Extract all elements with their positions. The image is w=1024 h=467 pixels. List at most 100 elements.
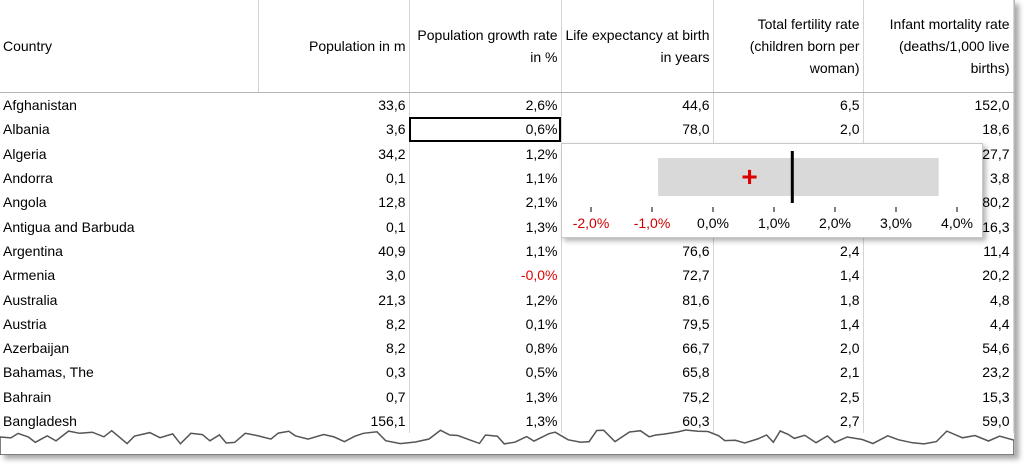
cell-population[interactable]: 12,8 xyxy=(258,190,410,215)
torn-paper-edge xyxy=(0,429,1014,455)
cell-growth-rate[interactable]: 0,5% xyxy=(409,360,562,385)
cell-population[interactable]: 3,0 xyxy=(258,263,410,288)
cell-fertility-rate[interactable]: 2,5 xyxy=(713,384,864,409)
cell-country[interactable]: Bahrain xyxy=(3,388,52,405)
cell-population[interactable]: 21,3 xyxy=(258,287,410,312)
tick-label: -2,0% xyxy=(573,215,610,231)
col-header-infant-mortality[interactable]: Infant mortality rate (deaths/1,000 live… xyxy=(863,0,1014,93)
cell-growth-rate[interactable]: -0,0% xyxy=(409,263,562,288)
cell-life-expectancy[interactable]: 44,6 xyxy=(561,92,714,118)
table-row: Bahrain 0,7 1,3% 75,2 2,5 15,3 xyxy=(0,384,1014,409)
cell-country[interactable]: Andorra xyxy=(3,170,53,187)
cell-infant-mortality[interactable]: 11,4 xyxy=(863,238,1014,264)
cell-fertility-rate[interactable]: 1,8 xyxy=(713,287,864,312)
tick-label: 3,0% xyxy=(880,215,912,231)
range-band xyxy=(658,158,939,196)
current-value-plus: + xyxy=(741,161,757,192)
cell-growth-rate[interactable]: 1,1% xyxy=(409,238,562,264)
col-header-country[interactable]: Country xyxy=(0,0,259,93)
cell-life-expectancy[interactable]: 78,0 xyxy=(561,117,714,142)
col-header-population[interactable]: Population in m xyxy=(258,0,410,93)
cell-infant-mortality[interactable]: 20,2 xyxy=(863,263,1014,288)
cell-growth-rate[interactable]: 1,3% xyxy=(409,408,562,434)
cell-infant-mortality[interactable]: 152,0 xyxy=(863,92,1014,118)
cell-country[interactable]: Angola xyxy=(3,194,47,211)
cell-country[interactable]: Argentina xyxy=(3,242,63,259)
cell-population[interactable]: 34,2 xyxy=(258,141,410,166)
cell-growth-rate[interactable]: 0,6% xyxy=(409,117,562,142)
cell-population[interactable]: 8,2 xyxy=(258,335,410,361)
cell-infant-mortality[interactable]: 4,8 xyxy=(863,287,1014,312)
cell-population[interactable]: 0,1 xyxy=(258,165,410,191)
tick-label: -1,0% xyxy=(634,215,671,231)
tick-label: 4,0% xyxy=(941,215,973,231)
spreadsheet: Country Population in m Population growt… xyxy=(0,0,1015,455)
cell-country[interactable]: Bangladesh xyxy=(3,413,77,429)
cell-growth-rate[interactable]: 1,1% xyxy=(409,165,562,191)
cell-fertility-rate[interactable]: 2,0 xyxy=(713,335,864,361)
cell-country[interactable]: Austria xyxy=(3,315,47,332)
cell-fertility-rate[interactable]: 1,4 xyxy=(713,311,864,336)
cell-fertility-rate[interactable]: 1,4 xyxy=(713,263,864,288)
col-header-growth-rate[interactable]: Population growth rate in % xyxy=(409,0,562,93)
cell-infant-mortality[interactable]: 54,6 xyxy=(863,335,1014,361)
cell-population[interactable]: 3,6 xyxy=(258,117,410,142)
cell-growth-rate[interactable]: 0,8% xyxy=(409,335,562,361)
cell-population[interactable]: 8,2 xyxy=(258,311,410,336)
cell-fertility-rate[interactable]: 2,1 xyxy=(713,360,864,385)
col-header-fertility-rate[interactable]: Total fertility rate (children born per … xyxy=(713,0,864,93)
cell-life-expectancy[interactable]: 81,6 xyxy=(561,287,714,312)
cell-life-expectancy[interactable]: 76,6 xyxy=(561,238,714,264)
table-row: Austria 8,2 0,1% 79,5 1,4 4,4 xyxy=(0,311,1014,336)
cell-country[interactable]: Bahamas, The xyxy=(3,364,94,381)
cell-life-expectancy[interactable]: 60,3 xyxy=(561,408,714,434)
table-row: Argentina 40,9 1,1% 76,6 2,4 11,4 xyxy=(0,238,1014,264)
cell-infant-mortality[interactable]: 15,3 xyxy=(863,384,1014,409)
table-row: Bahamas, The 0,3 0,5% 65,8 2,1 23,2 xyxy=(0,360,1014,385)
cell-growth-rate[interactable]: 1,2% xyxy=(409,141,562,166)
cell-growth-rate[interactable]: 0,1% xyxy=(409,311,562,336)
cell-infant-mortality[interactable]: 23,2 xyxy=(863,360,1014,385)
cell-growth-rate[interactable]: 1,2% xyxy=(409,287,562,312)
cell-growth-rate[interactable]: 1,3% xyxy=(409,384,562,409)
cell-population[interactable]: 156,1 xyxy=(258,408,410,434)
cell-infant-mortality[interactable]: 18,6 xyxy=(863,117,1014,142)
cell-country[interactable]: Armenia xyxy=(3,267,56,284)
cell-fertility-rate[interactable]: 2,7 xyxy=(713,408,864,434)
cell-population[interactable]: 33,6 xyxy=(258,92,410,118)
cell-life-expectancy[interactable]: 72,7 xyxy=(561,263,714,288)
cell-life-expectancy[interactable]: 66,7 xyxy=(561,335,714,361)
cell-country[interactable]: Algeria xyxy=(3,145,47,162)
bullet-chart-popup: + -2,0% -1,0% 0,0% 1,0% 2,0% 3,0% 4,0% xyxy=(561,143,983,238)
cell-growth-rate[interactable]: 2,6% xyxy=(409,92,562,118)
cell-population[interactable]: 0,3 xyxy=(258,360,410,385)
table-row: Australia 21,3 1,2% 81,6 1,8 4,8 xyxy=(0,287,1014,312)
cell-fertility-rate[interactable]: 2,0 xyxy=(713,117,864,142)
cell-growth-rate[interactable]: 1,3% xyxy=(409,214,562,239)
torn-edge xyxy=(0,429,1014,455)
cell-fertility-rate[interactable]: 6,5 xyxy=(713,92,864,118)
cell-country[interactable]: Australia xyxy=(3,291,58,308)
table-row: Albania 3,6 0,6% 78,0 2,0 18,6 xyxy=(0,117,1014,142)
cell-life-expectancy[interactable]: 79,5 xyxy=(561,311,714,336)
table-row: Armenia 3,0 -0,0% 72,7 1,4 20,2 xyxy=(0,263,1014,288)
cell-fertility-rate[interactable]: 2,4 xyxy=(713,238,864,264)
cell-life-expectancy[interactable]: 75,2 xyxy=(561,384,714,409)
tick-label: 1,0% xyxy=(758,215,790,231)
cell-population[interactable]: 0,1 xyxy=(258,214,410,239)
cell-population[interactable]: 40,9 xyxy=(258,238,410,264)
cell-infant-mortality[interactable]: 4,4 xyxy=(863,311,1014,336)
cell-country[interactable]: Afghanistan xyxy=(3,97,77,114)
cell-country[interactable]: Albania xyxy=(3,121,50,138)
tick-label: 2,0% xyxy=(819,215,851,231)
bullet-chart: + -2,0% -1,0% 0,0% 1,0% 2,0% 3,0% 4,0% xyxy=(573,151,973,231)
cell-country[interactable]: Azerbaijan xyxy=(3,340,70,357)
cell-infant-mortality[interactable]: 59,0 xyxy=(863,408,1014,434)
cell-growth-rate[interactable]: 2,1% xyxy=(409,190,562,215)
cell-country[interactable]: Antigua and Barbuda xyxy=(3,218,135,235)
tick-label: 0,0% xyxy=(697,215,729,231)
table-row: Azerbaijan 8,2 0,8% 66,7 2,0 54,6 xyxy=(0,335,1014,361)
cell-population[interactable]: 0,7 xyxy=(258,384,410,409)
cell-life-expectancy[interactable]: 65,8 xyxy=(561,360,714,385)
col-header-life-expectancy[interactable]: Life expectancy at birth in years xyxy=(561,0,714,93)
